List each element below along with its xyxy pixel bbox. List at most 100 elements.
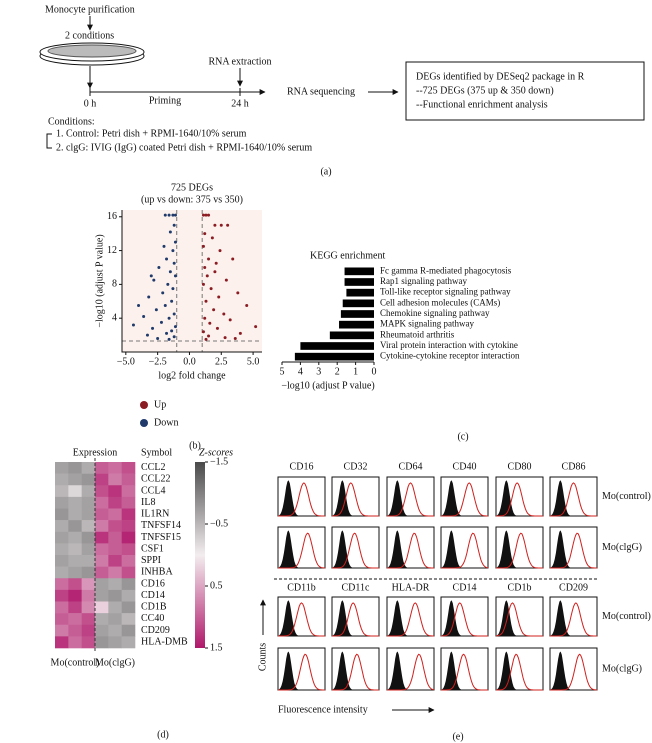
point — [172, 335, 176, 339]
point — [165, 257, 169, 261]
point — [226, 223, 230, 227]
plot-area — [122, 210, 262, 352]
x-tick-label: 1 — [353, 366, 358, 377]
condition: 2. clgG: IVIG (IgG) coated Petri dish + … — [56, 142, 312, 153]
heatmap-cell — [81, 624, 96, 637]
histogram-control — [387, 651, 434, 690]
category-label: Rap1 signaling pathway — [380, 276, 467, 286]
histogram-sample — [332, 602, 379, 637]
heatmap-cell — [95, 613, 109, 626]
heatmap-cell — [81, 473, 96, 486]
histogram-control — [278, 651, 325, 690]
point — [173, 274, 177, 278]
x-label: Fluorescence intensity — [278, 704, 368, 715]
histogram-sample — [332, 532, 379, 569]
point — [149, 274, 153, 278]
histogram-sample — [332, 653, 379, 691]
point — [167, 213, 171, 217]
result-box — [405, 61, 645, 121]
point — [233, 336, 237, 340]
point — [238, 331, 242, 335]
histogram-control — [550, 651, 597, 690]
point — [201, 282, 205, 286]
marker-label: CD64 — [399, 461, 423, 472]
histogram-control — [387, 600, 434, 636]
point — [210, 236, 214, 240]
point — [201, 213, 205, 217]
row-label: IL1RN — [141, 509, 169, 520]
point — [171, 287, 175, 291]
heatmap-cell — [95, 589, 109, 602]
row-label: CD14 — [141, 590, 165, 601]
point — [171, 213, 175, 217]
heatmap-cell — [68, 624, 82, 637]
point — [152, 278, 156, 282]
heatmap-cell — [55, 508, 69, 521]
point — [142, 315, 146, 318]
colorbar-tick-label: 1.5 — [210, 642, 223, 653]
step-text: RNA extraction — [208, 56, 271, 67]
histogram-control — [332, 600, 379, 636]
heatmap-cell — [121, 496, 136, 509]
histogram-control — [441, 480, 488, 516]
marker-label: CD16 — [290, 461, 314, 472]
point — [163, 213, 167, 217]
category-label: Rheumatoid arthritis — [380, 329, 455, 339]
row-label: CSF1 — [141, 543, 164, 554]
dish — [47, 44, 137, 58]
x-tick-label: 2 — [335, 366, 340, 377]
x-label: −log10 (adjust P value) — [281, 380, 374, 391]
heatmap-cell — [68, 566, 82, 579]
heatmap-cell — [121, 520, 136, 533]
x-tick-label: −2.5 — [149, 356, 167, 367]
row-label: Mo(control) — [602, 491, 651, 502]
heatmap-cell — [68, 601, 82, 614]
marker-label: CD11c — [342, 582, 371, 593]
heatmap-cell — [68, 520, 82, 533]
result-line: DEGs identified by DESeq2 package in R — [416, 71, 585, 82]
point — [207, 257, 211, 261]
point — [154, 308, 158, 312]
heatmap-cell — [121, 578, 136, 591]
histogram-control — [496, 480, 543, 516]
heatmap-cell — [55, 473, 69, 486]
heatmap-cell — [108, 601, 122, 614]
histogram-control — [278, 530, 325, 568]
heatmap-cell — [55, 566, 69, 579]
y-tick-label: 4 — [112, 312, 117, 323]
point — [213, 223, 217, 227]
point — [203, 316, 207, 320]
marker-label: CD209 — [559, 582, 588, 593]
heatmap-cell — [68, 613, 82, 626]
point — [172, 223, 176, 227]
heatmap-cell — [81, 555, 96, 567]
histogram-control — [332, 530, 379, 568]
heatmap-cell — [108, 624, 122, 637]
marker-label: CD40 — [453, 461, 477, 472]
histogram-control — [496, 651, 543, 690]
panel-label: (e) — [452, 731, 463, 742]
heatmap-cell — [121, 473, 136, 486]
condition: 1. Control: Petri dish + RPMI-1640/10% s… — [56, 128, 247, 139]
heatmap-cell — [108, 520, 122, 533]
heatmap-cell — [121, 601, 136, 614]
heatmap-cell — [108, 555, 122, 567]
point — [166, 282, 170, 286]
category-label: Viral protein interaction with cytokine — [380, 340, 518, 350]
heatmap-cell — [121, 462, 136, 474]
point — [231, 257, 235, 261]
heatmap-cell — [55, 485, 69, 498]
point — [145, 333, 149, 337]
point — [204, 337, 208, 341]
y-label: −log10 (adjust P value) — [94, 234, 105, 327]
group-label: Mo(control) — [51, 657, 100, 668]
x-tick-label: 0 — [372, 366, 377, 377]
x-tick-label: 5.0 — [247, 356, 260, 367]
heatmap-cell — [68, 473, 82, 486]
point — [173, 240, 177, 244]
panel-label: (b) — [189, 440, 201, 451]
row-label: CCL22 — [141, 474, 170, 485]
marker-label: CD86 — [562, 461, 586, 472]
row-label: INHBA — [141, 567, 173, 578]
